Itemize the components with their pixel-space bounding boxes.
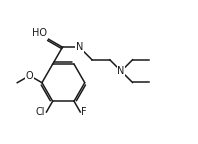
Text: N: N — [76, 42, 83, 52]
Text: N: N — [117, 66, 125, 76]
Text: F: F — [81, 107, 87, 117]
Text: Cl: Cl — [35, 107, 45, 117]
Text: O: O — [26, 71, 33, 80]
Text: HO: HO — [32, 28, 47, 38]
